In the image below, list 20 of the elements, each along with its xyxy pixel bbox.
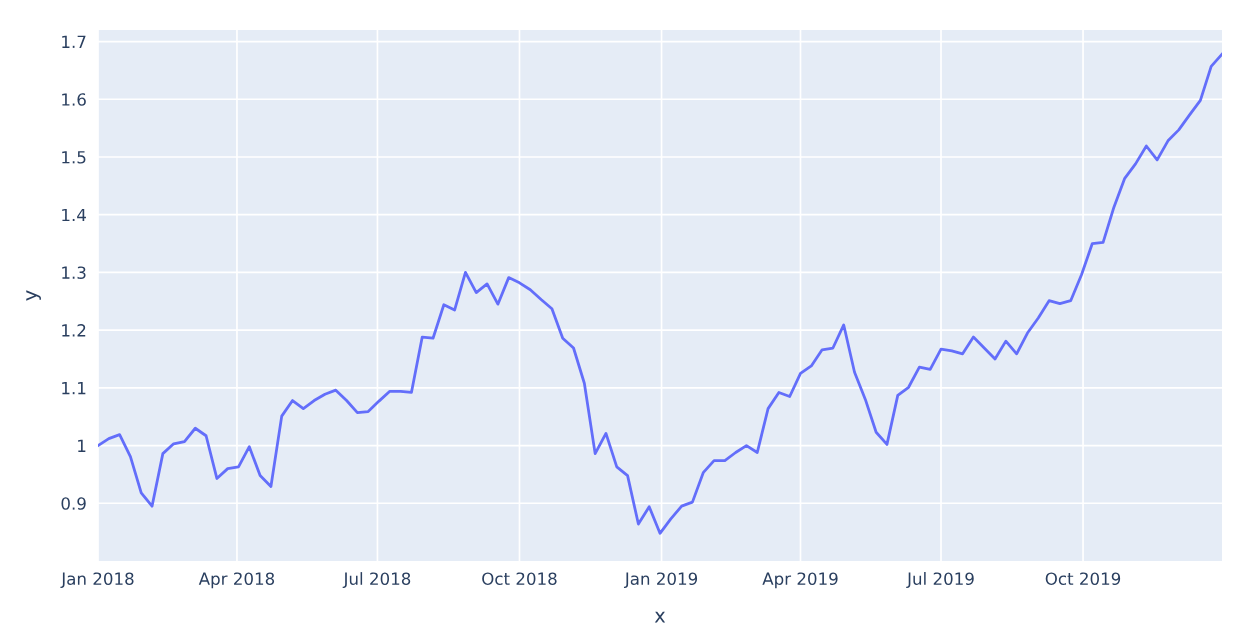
y-tick-label: 1.1 — [62, 382, 86, 395]
y-axis-title: y — [26, 290, 41, 301]
y-tick-label: 1.6 — [62, 93, 86, 106]
y-tick-label: 1.4 — [62, 208, 86, 222]
x-tick-label: Apr 2018 — [198, 572, 275, 589]
y-tick-label: 0.9 — [61, 497, 86, 510]
y-tick-label: 1.3 — [62, 266, 86, 279]
line-series — [98, 52, 1222, 535]
x-tick-label: Oct 2019 — [1045, 572, 1121, 586]
x-tick-label: Jul 2019 — [906, 572, 974, 589]
x-tick-label: Oct 2018 — [482, 572, 557, 586]
x-tick-label: Jul 2018 — [342, 572, 411, 589]
x-tick-label: Jan 2019 — [623, 572, 698, 589]
y-tick-label: 1.5 — [62, 151, 86, 164]
y-tick-label: 1.7 — [62, 35, 86, 48]
y-tick-label: 1.2 — [62, 324, 86, 337]
y-tick-label: 1 — [78, 439, 86, 452]
x-tick-label: Jan 2018 — [60, 572, 134, 589]
x-tick-label: Apr 2019 — [762, 572, 838, 589]
x-axis-title: x — [654, 611, 666, 623]
